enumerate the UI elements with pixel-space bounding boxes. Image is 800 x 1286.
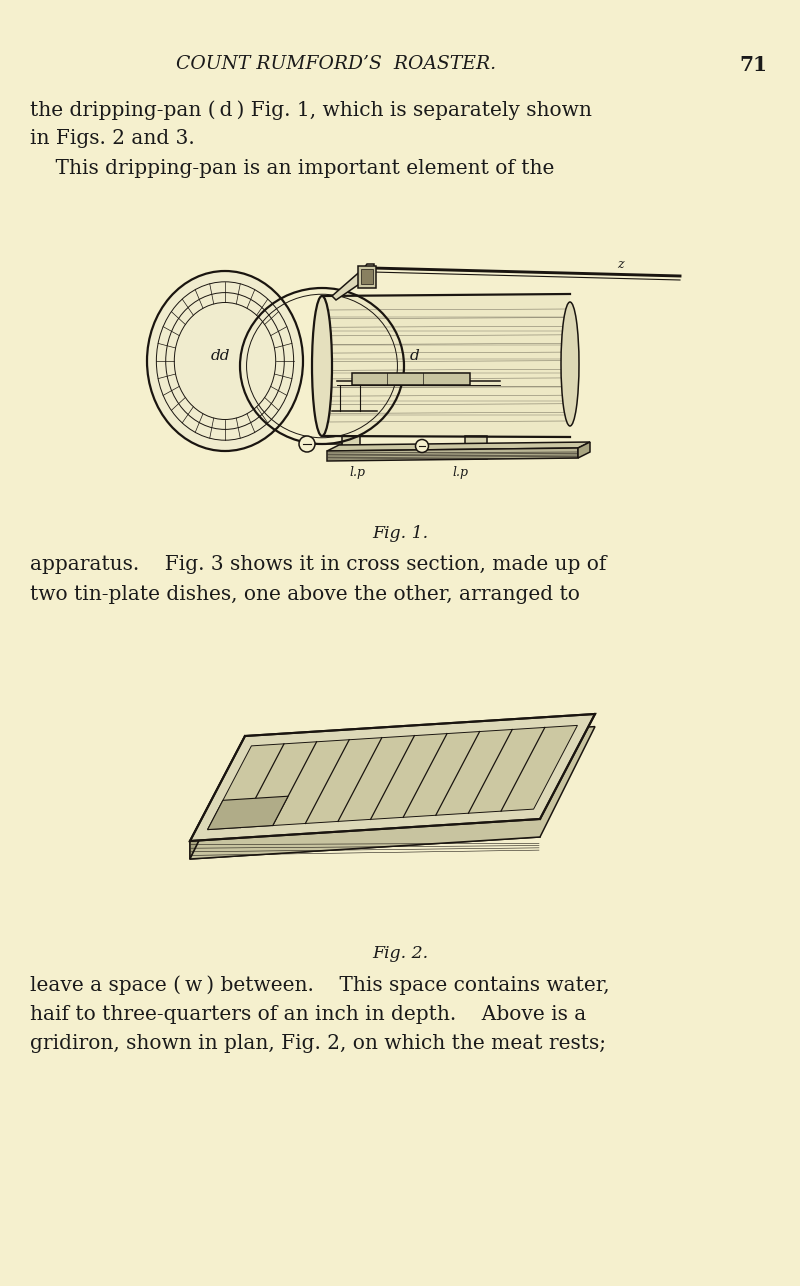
FancyBboxPatch shape bbox=[358, 266, 376, 288]
FancyBboxPatch shape bbox=[342, 436, 360, 459]
Ellipse shape bbox=[147, 271, 303, 451]
Text: the dripping-pan ( d ) Fig. 1, which is separately shown: the dripping-pan ( d ) Fig. 1, which is … bbox=[30, 100, 592, 120]
Polygon shape bbox=[190, 736, 245, 859]
Text: l.p: l.p bbox=[452, 466, 468, 478]
Polygon shape bbox=[327, 448, 578, 460]
Text: two tin-plate dishes, one above the other, arranged to: two tin-plate dishes, one above the othe… bbox=[30, 585, 580, 603]
FancyBboxPatch shape bbox=[352, 373, 470, 385]
Text: gridiron, shown in plan, Fig. 2, on which the meat rests;: gridiron, shown in plan, Fig. 2, on whic… bbox=[30, 1034, 606, 1053]
Text: This dripping-pan is an important element of the: This dripping-pan is an important elemen… bbox=[30, 159, 554, 177]
Polygon shape bbox=[190, 714, 595, 841]
Text: leave a space ( w ) between.    This space contains water,: leave a space ( w ) between. This space … bbox=[30, 975, 610, 994]
Polygon shape bbox=[327, 442, 590, 451]
Text: d: d bbox=[410, 349, 420, 363]
Text: haif to three-quarters of an inch in depth.    Above is a: haif to three-quarters of an inch in dep… bbox=[30, 1004, 586, 1024]
Ellipse shape bbox=[312, 296, 332, 436]
Text: apparatus.    Fig. 3 shows it in cross section, made up of: apparatus. Fig. 3 shows it in cross sect… bbox=[30, 556, 606, 574]
Polygon shape bbox=[578, 442, 590, 458]
FancyBboxPatch shape bbox=[322, 296, 570, 436]
FancyBboxPatch shape bbox=[361, 269, 373, 284]
Text: z: z bbox=[617, 257, 623, 270]
Text: dd: dd bbox=[210, 349, 230, 363]
Circle shape bbox=[415, 440, 429, 453]
FancyBboxPatch shape bbox=[465, 436, 487, 459]
Polygon shape bbox=[190, 727, 595, 859]
Circle shape bbox=[299, 436, 315, 451]
Text: COUNT RUMFORD’S  ROASTER.: COUNT RUMFORD’S ROASTER. bbox=[176, 55, 496, 73]
Ellipse shape bbox=[561, 302, 579, 426]
Polygon shape bbox=[207, 725, 578, 829]
Text: 71: 71 bbox=[739, 55, 767, 75]
Text: in Figs. 2 and 3.: in Figs. 2 and 3. bbox=[30, 130, 194, 148]
Polygon shape bbox=[207, 796, 288, 829]
Polygon shape bbox=[190, 819, 540, 859]
Polygon shape bbox=[332, 264, 374, 300]
Text: l.p: l.p bbox=[349, 466, 365, 478]
Text: Fig. 2.: Fig. 2. bbox=[372, 945, 428, 962]
Text: Fig. 1.: Fig. 1. bbox=[372, 525, 428, 541]
